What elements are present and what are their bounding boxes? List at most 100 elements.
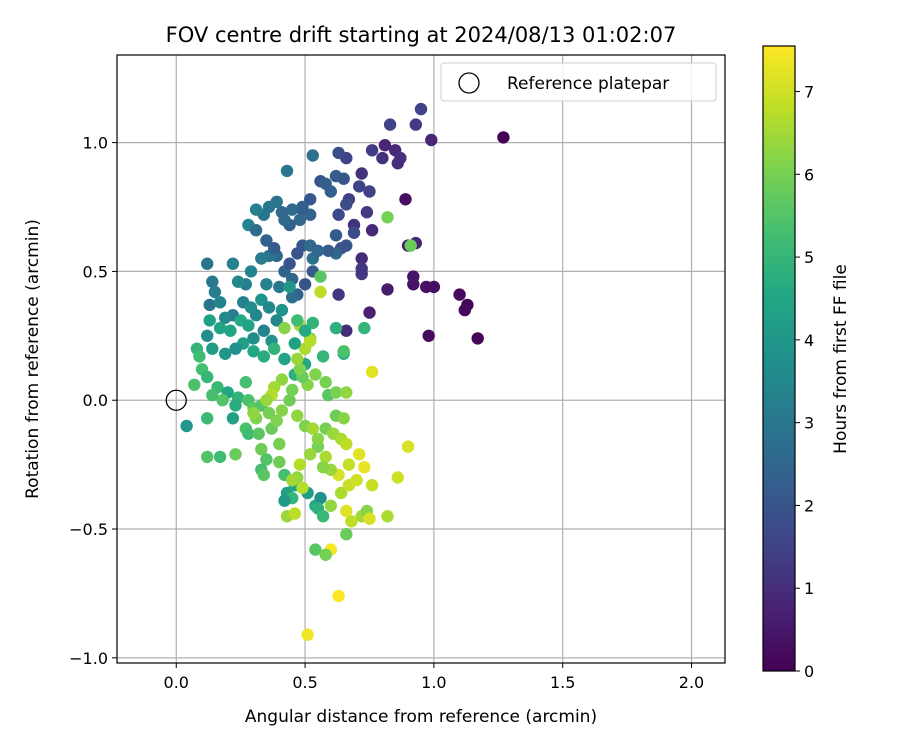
scatter-point — [334, 486, 348, 500]
colorbar-tick-label: 2 — [804, 496, 814, 515]
x-axis-ticks: 0.0 0.5 1.0 1.5 2.0 — [164, 663, 704, 692]
scatter-point — [257, 324, 270, 337]
scatter-point — [188, 378, 201, 391]
scatter-point — [273, 437, 286, 451]
scatter-point — [275, 206, 289, 219]
scatter-point — [316, 510, 330, 523]
scatter-point — [268, 342, 281, 355]
colorbar-ticks: 0 1 2 3 4 5 6 7 — [795, 83, 814, 681]
scatter-point — [193, 350, 206, 363]
scatter-point — [309, 543, 322, 556]
scatter-point — [381, 510, 394, 523]
scatter-point — [201, 450, 214, 464]
scatter-point — [286, 473, 299, 487]
scatter-point — [275, 404, 289, 417]
scatter-point — [201, 329, 214, 342]
scatter-point — [340, 528, 353, 541]
scatter-point — [340, 437, 353, 451]
scatter-point — [319, 548, 332, 561]
x-tick-label: 0.5 — [292, 673, 317, 692]
scatter-point — [358, 461, 371, 474]
scatter-point — [201, 412, 214, 425]
scatter-point — [203, 298, 216, 312]
x-tick-label: 1.5 — [550, 673, 575, 692]
scatter-point — [304, 334, 317, 348]
scatter-point — [319, 177, 332, 190]
colorbar-gradient — [762, 45, 796, 672]
scatter-point — [206, 388, 219, 402]
scatter-point — [306, 422, 319, 435]
scatter-point — [270, 414, 283, 427]
scatter-point — [314, 491, 327, 505]
scatter-point — [340, 324, 353, 337]
scatter-point — [296, 481, 309, 494]
y-tick-label: 0.0 — [83, 391, 108, 410]
scatter-point — [278, 494, 291, 507]
scatter-point — [332, 208, 345, 221]
scatter-point — [229, 399, 242, 412]
scatter-point — [255, 252, 268, 265]
y-tick-label: −0.5 — [69, 520, 108, 539]
colorbar-tick-label: 7 — [804, 83, 814, 102]
colorbar-tick-label: 4 — [804, 331, 814, 350]
scatter-point — [340, 198, 353, 211]
colorbar-tick-label: 0 — [804, 662, 814, 681]
scatter-point — [360, 206, 374, 219]
scatter-point — [283, 257, 296, 270]
colorbar-tick-label: 6 — [804, 165, 814, 184]
colorbar-label: Hours from first FF file — [831, 264, 851, 454]
scatter-point — [208, 285, 222, 299]
scatter-point — [252, 427, 265, 440]
scatter-point — [347, 226, 361, 239]
scatter-point — [278, 352, 291, 366]
scatter-point — [304, 193, 317, 206]
scatter-point — [497, 131, 510, 144]
scatter-point — [213, 450, 227, 464]
scatter-points — [180, 102, 510, 641]
scatter-point — [329, 386, 343, 399]
scatter-point — [242, 427, 255, 440]
y-tick-label: 1.0 — [83, 134, 108, 153]
scatter-point — [257, 350, 270, 363]
scatter-point — [306, 149, 319, 162]
scatter-point — [226, 257, 240, 270]
scatter-point — [268, 242, 281, 255]
scatter-point — [206, 342, 219, 355]
scatter-point — [249, 224, 263, 237]
scatter-point — [249, 203, 263, 216]
colorbar-tick-label: 3 — [804, 414, 814, 433]
scatter-point — [458, 303, 471, 317]
scatter-point — [201, 257, 214, 270]
y-tick-label: 0.5 — [83, 262, 108, 281]
colorbar: 0 1 2 3 4 5 6 7 Hours from first FF file — [762, 45, 851, 681]
scatter-point — [322, 244, 335, 257]
scatter-point — [391, 471, 404, 484]
scatter-point — [260, 453, 273, 466]
scatter-point — [288, 507, 301, 520]
scatter-point — [404, 239, 417, 252]
scatter-point — [216, 394, 229, 407]
scatter-point — [296, 200, 309, 214]
x-tick-label: 0.0 — [164, 673, 189, 692]
y-axis-label: Rotation from reference (arcmin) — [23, 219, 43, 499]
scatter-point — [262, 406, 276, 420]
scatter-point — [319, 450, 332, 464]
scatter-point — [247, 345, 260, 358]
scatter-point — [337, 172, 350, 185]
scatter-point — [329, 321, 343, 335]
scatter-point — [283, 280, 296, 294]
legend: Reference platepar — [440, 62, 717, 102]
scatter-point — [206, 275, 219, 288]
scatter-point — [365, 365, 379, 379]
scatter-point — [213, 321, 227, 335]
scatter-point — [376, 151, 389, 165]
scatter-point — [425, 133, 438, 147]
scatter-point — [293, 458, 307, 471]
scatter-point — [337, 412, 350, 425]
scatter-point — [239, 376, 252, 389]
scatter-point — [201, 370, 214, 384]
scatter-point — [257, 468, 270, 482]
scatter-point — [311, 244, 325, 257]
scatter-point — [286, 383, 299, 397]
